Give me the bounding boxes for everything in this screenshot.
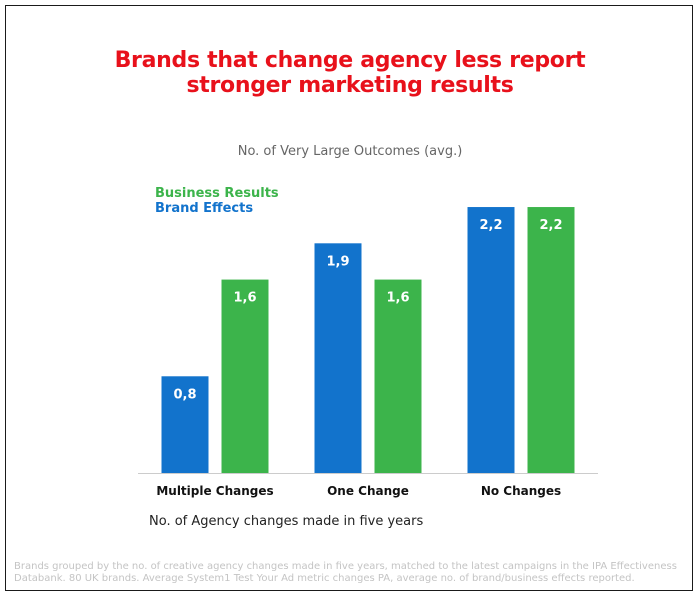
bar-value-label: 1,6 — [386, 291, 409, 306]
x-tick-label: Multiple Changes — [156, 484, 273, 498]
footnote: Brands grouped by the no. of creative ag… — [14, 561, 677, 584]
bar-business-results-1 — [221, 279, 269, 473]
bar-value-label: 1,9 — [326, 254, 349, 269]
y-axis-label: No. of Very Large Outcomes (avg.) — [237, 144, 463, 159]
bar-business-results-2 — [374, 279, 422, 473]
chart-title-line-2: stronger marketing results — [186, 73, 514, 98]
bar-value-label: 1,6 — [233, 291, 256, 306]
bar-value-label: 2,2 — [479, 218, 502, 233]
legend: Business Results Brand Effects — [155, 186, 279, 216]
legend-business-results: Business Results — [155, 186, 279, 201]
x-axis-label: No. of Agency changes made in five years — [149, 514, 424, 529]
x-tick-label: No Changes — [481, 484, 561, 498]
bar-business-results-3 — [527, 207, 575, 474]
legend-brand-effects: Brand Effects — [155, 201, 254, 216]
bar-brand-effects-1 — [161, 376, 209, 473]
chart-title-line-1: Brands that change agency less report — [114, 48, 586, 73]
x-tick-label: One Change — [327, 484, 409, 498]
bar-value-label: 0,8 — [173, 387, 196, 402]
chart-title: Brands that change agency less report st… — [0, 48, 700, 98]
bar-brand-effects-3 — [467, 207, 515, 474]
bar-brand-effects-2 — [314, 243, 362, 473]
bar-value-label: 2,2 — [539, 218, 562, 233]
